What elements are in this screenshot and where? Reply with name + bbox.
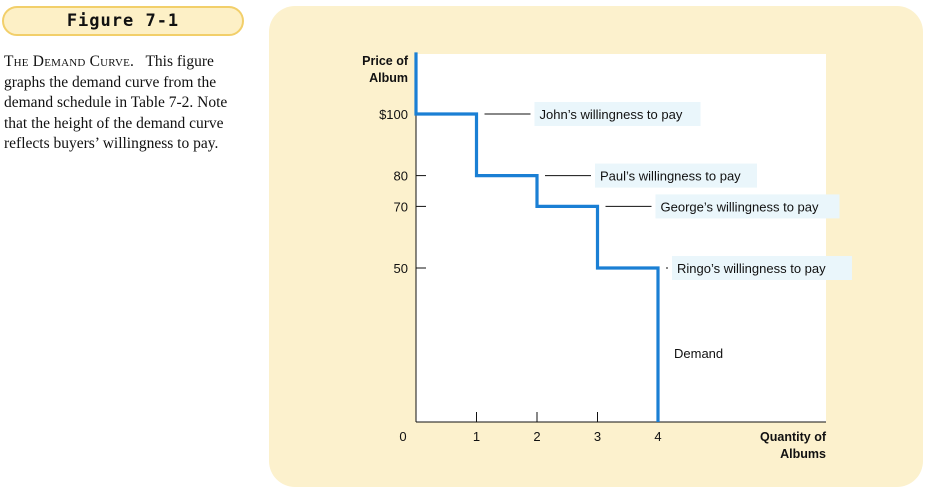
y-tick-label: 50 xyxy=(394,261,408,276)
demand-curve-label: Demand xyxy=(674,346,723,361)
x-tick-label: 1 xyxy=(473,429,480,444)
demand-curve xyxy=(414,52,660,422)
annotation-box xyxy=(672,256,852,280)
annotation-box xyxy=(655,194,840,219)
figure-caption: The Demand Curve. This figure graphs the… xyxy=(4,52,254,155)
annotation-box xyxy=(595,163,757,188)
annotation-label: Paul’s willingness to pay xyxy=(600,169,741,184)
x-tick-label: 4 xyxy=(654,429,661,444)
x-tick-label: 3 xyxy=(594,429,601,444)
x-axis-title: Quantity of xyxy=(760,430,827,444)
x-tick-label: 2 xyxy=(533,429,540,444)
y-tick-label: 80 xyxy=(394,169,408,184)
caption-body: This figure graphs the demand curve from… xyxy=(4,53,228,152)
figure-label: Figure 7-1 xyxy=(2,6,244,36)
x-tick-label: 0 xyxy=(399,429,406,444)
x-axis-title: Albums xyxy=(780,447,826,461)
annotation-label: Ringo’s willingness to pay xyxy=(677,261,826,276)
y-tick-label: $100 xyxy=(379,107,408,122)
annotation-box xyxy=(534,102,701,126)
y-axis-title: Album xyxy=(369,71,408,85)
y-tick-label: 70 xyxy=(394,199,408,214)
caption-heading: The Demand Curve. xyxy=(4,53,135,70)
y-axis-title: Price of xyxy=(362,54,409,68)
annotation-label: John’s willingness to pay xyxy=(540,107,683,122)
annotation-label: George’s willingness to pay xyxy=(661,199,820,214)
